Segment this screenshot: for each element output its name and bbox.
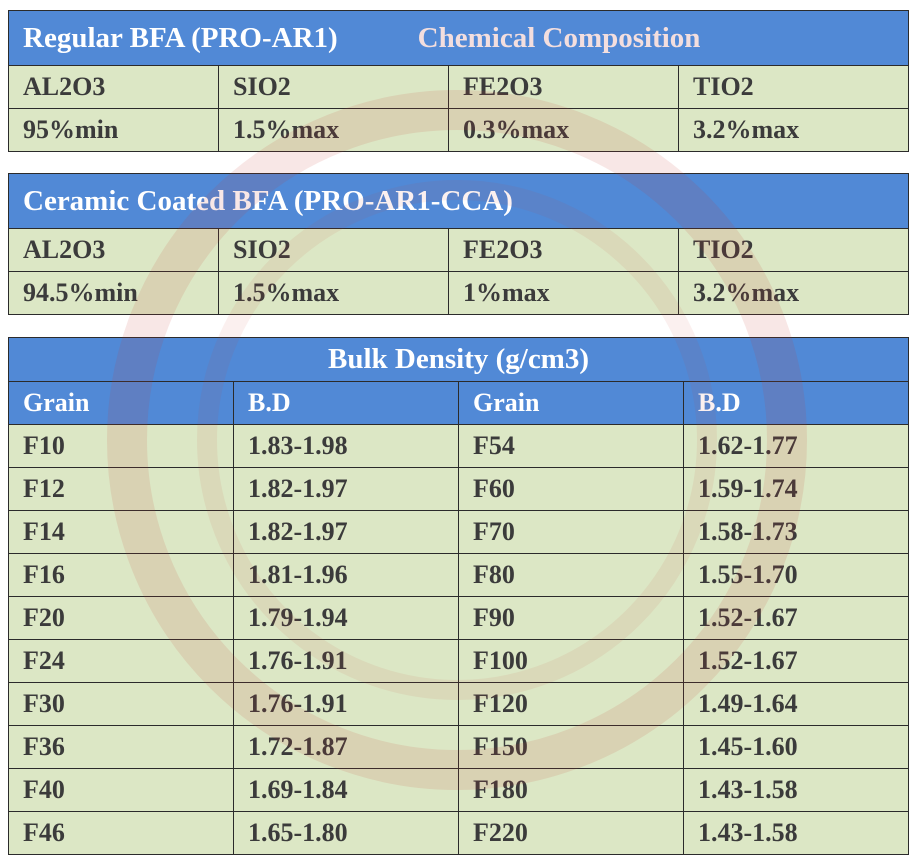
data-cell: F180	[458, 768, 684, 812]
data-cell: F36	[8, 725, 234, 769]
data-cell: 1.58-1.73	[683, 510, 909, 554]
data-cell: 1.52-1.67	[683, 596, 909, 640]
table-title: Ceramic Coated BFA (PRO-AR1-CCA)	[8, 173, 909, 229]
data-cell: F30	[8, 682, 234, 726]
data-cell: 1.76-1.91	[233, 639, 459, 683]
header-row: AL2O3 SIO2 FE2O3 TIO2	[8, 65, 910, 109]
data-cell: F54	[458, 424, 684, 468]
data-cell: 1.5%max	[218, 271, 449, 315]
data-row: F16 1.81-1.96 F80 1.55-1.70	[8, 553, 909, 597]
data-cell: F24	[8, 639, 234, 683]
data-row: F40 1.69-1.84 F180 1.43-1.58	[8, 768, 909, 812]
data-cell: 1.81-1.96	[233, 553, 459, 597]
data-cell: 1.76-1.91	[233, 682, 459, 726]
data-cell: 1.52-1.67	[683, 639, 909, 683]
data-row: F30 1.76-1.91 F120 1.49-1.64	[8, 682, 909, 726]
title-text: Regular BFA (PRO-AR1)	[23, 21, 338, 54]
data-cell: F14	[8, 510, 234, 554]
data-cell: F220	[458, 811, 684, 855]
data-cell: 1.49-1.64	[683, 682, 909, 726]
data-cell: 1.72-1.87	[233, 725, 459, 769]
title-row: Ceramic Coated BFA (PRO-AR1-CCA)	[8, 173, 909, 229]
data-row: F46 1.65-1.80 F220 1.43-1.58	[8, 811, 909, 855]
header-cell: TIO2	[677, 65, 910, 109]
data-row: F20 1.79-1.94 F90 1.52-1.67	[8, 596, 909, 640]
header-cell: Grain	[458, 381, 684, 425]
data-cell: 1.79-1.94	[233, 596, 459, 640]
data-cell: F16	[8, 553, 234, 597]
data-cell: 1.55-1.70	[683, 553, 909, 597]
table-title: Bulk Density (g/cm3)	[8, 337, 909, 382]
data-cell: F10	[8, 424, 234, 468]
header-cell: TIO2	[678, 228, 909, 272]
data-row: F10 1.83-1.98 F54 1.62-1.77	[8, 424, 909, 468]
density-table: Bulk Density (g/cm3) Grain B.D Grain B.D F10 1…	[8, 337, 909, 855]
header-cell: AL2O3	[8, 65, 219, 109]
data-cell: 95%min	[8, 108, 219, 152]
data-cell: 94.5%min	[8, 271, 219, 315]
data-cell: F20	[8, 596, 234, 640]
header-cell: FE2O3	[448, 65, 679, 109]
data-row: F36 1.72-1.87 F150 1.45-1.60	[8, 725, 909, 769]
data-cell: 1.43-1.58	[683, 768, 909, 812]
header-row: Grain B.D Grain B.D	[8, 381, 909, 425]
coated-table: Ceramic Coated BFA (PRO-AR1-CCA) AL2O3 SIO…	[8, 173, 909, 315]
data-cell: 1%max	[448, 271, 679, 315]
data-cell: F120	[458, 682, 684, 726]
data-row: F24 1.76-1.91 F100 1.52-1.67	[8, 639, 909, 683]
data-cell: 1.83-1.98	[233, 424, 459, 468]
data-cell: 1.65-1.80	[233, 811, 459, 855]
data-cell: 1.69-1.84	[233, 768, 459, 812]
subtitle-text: Chemical Composition	[417, 21, 701, 54]
header-cell: FE2O3	[448, 228, 679, 272]
data-cell: F150	[458, 725, 684, 769]
header-row: AL2O3 SIO2 FE2O3 TIO2	[8, 228, 909, 272]
data-cell: 1.59-1.74	[683, 467, 909, 511]
data-cell: F90	[458, 596, 684, 640]
header-cell: SIO2	[218, 65, 449, 109]
data-cell: 1.45-1.60	[683, 725, 909, 769]
title-text: Ceramic Coated BFA (PRO-AR1-CCA)	[23, 184, 513, 217]
title-row: Regular BFA (PRO-AR1) Chemical Compositio…	[7, 10, 910, 66]
data-cell: F80	[458, 553, 684, 597]
data-cell: F12	[8, 467, 234, 511]
data-cell: F60	[458, 467, 684, 511]
data-cell: F70	[458, 510, 684, 554]
data-row: 95%min 1.5%max 0.3%max 3.2%max	[8, 108, 910, 152]
header-cell: SIO2	[218, 228, 449, 272]
data-cell: 0.3%max	[448, 108, 679, 152]
data-cell: 1.82-1.97	[233, 510, 459, 554]
table-title: Regular BFA (PRO-AR1) Chemical Compositio…	[7, 10, 910, 66]
data-cell: 1.5%max	[218, 108, 449, 152]
data-cell: 1.43-1.58	[683, 811, 909, 855]
data-row: 94.5%min 1.5%max 1%max 3.2%max	[8, 271, 909, 315]
data-cell: F40	[8, 768, 234, 812]
data-row: F12 1.82-1.97 F60 1.59-1.74	[8, 467, 909, 511]
regular-table: Regular BFA (PRO-AR1) Chemical Compositio…	[7, 10, 910, 152]
title-text: Bulk Density (g/cm3)	[328, 343, 589, 375]
data-cell: 3.2%max	[678, 271, 909, 315]
header-cell: Grain	[8, 381, 234, 425]
data-row: F14 1.82-1.97 F70 1.58-1.73	[8, 510, 909, 554]
header-cell: B.D	[683, 381, 909, 425]
data-cell: 3.2%max	[677, 108, 910, 152]
data-cell: 1.62-1.77	[683, 424, 909, 468]
header-cell: B.D	[233, 381, 459, 425]
data-cell: F46	[8, 811, 234, 855]
data-cell: F100	[458, 639, 684, 683]
data-cell: 1.82-1.97	[233, 467, 459, 511]
title-row: Bulk Density (g/cm3)	[8, 337, 909, 382]
header-cell: AL2O3	[8, 228, 219, 272]
